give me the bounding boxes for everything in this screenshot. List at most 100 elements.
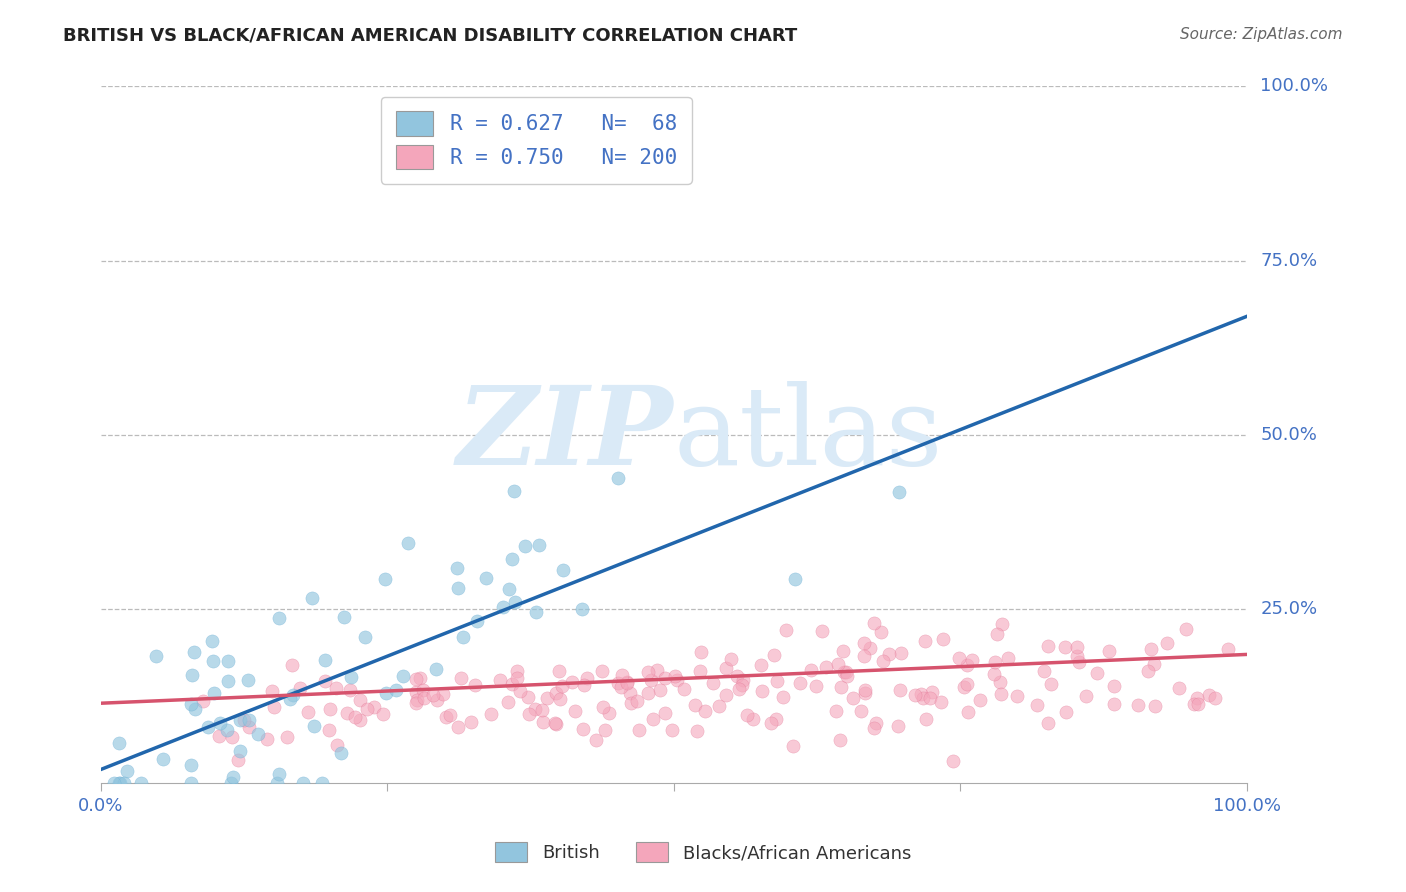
Point [269,767,291,781]
Point [983,666,1005,681]
Point [201,634,224,648]
Point [731,673,754,688]
Point [524,702,547,716]
Point [731,677,754,691]
Point [217,654,239,668]
Point [1054,640,1077,655]
Point [825,704,848,718]
Point [488,673,510,688]
Point [1076,690,1098,704]
Point [616,675,638,690]
Point [828,733,851,747]
Point [276,730,298,744]
Point [266,776,288,790]
Point [103,776,125,790]
Point [304,719,326,733]
Point [515,539,537,553]
Point [319,702,342,716]
Point [108,736,131,750]
Point [517,690,540,705]
Point [406,693,429,707]
Point [501,677,523,691]
Point [988,674,1011,689]
Point [912,690,935,705]
Point [447,720,470,734]
Point [626,694,648,708]
Point [236,673,259,688]
Point [572,722,595,736]
Point [650,683,672,698]
Point [551,680,574,694]
Point [422,688,444,702]
Point [574,678,596,692]
Point [219,776,242,790]
Point [749,658,772,673]
Point [1156,636,1178,650]
Point [832,665,855,679]
Text: 25.0%: 25.0% [1260,600,1317,618]
Point [412,683,434,698]
Point [426,692,449,706]
Point [810,624,832,639]
Point [180,698,202,712]
Point [835,669,858,683]
Point [280,692,302,706]
Point [238,713,260,727]
Point [464,678,486,692]
Point [467,615,489,629]
Point [640,673,662,688]
Point [374,685,396,699]
Point [948,651,970,665]
Text: 100.0%: 100.0% [1260,78,1329,95]
Point [610,680,633,694]
Point [763,648,786,662]
Point [363,699,385,714]
Point [673,681,696,696]
Point [865,716,887,731]
Point [262,684,284,698]
Point [664,669,686,683]
Point [256,732,278,747]
Point [683,698,706,712]
Point [751,684,773,698]
Point [550,692,572,706]
Point [479,706,502,721]
Point [544,717,567,731]
Point [842,690,865,705]
Point [233,714,256,728]
Point [782,739,804,753]
Point [373,707,395,722]
Point [863,616,886,631]
Point [761,716,783,731]
Point [921,685,943,699]
Point [496,695,519,709]
Point [228,713,250,727]
Point [330,746,353,760]
Point [391,669,413,683]
Text: ZIP: ZIP [457,381,673,489]
Point [115,764,138,778]
Point [806,679,828,693]
Point [1187,697,1209,711]
Point [1005,690,1028,704]
Point [641,713,664,727]
Point [343,710,366,724]
Point [772,690,794,705]
Point [814,659,837,673]
Point [1126,698,1149,712]
Point [872,654,894,668]
Text: 75.0%: 75.0% [1260,252,1317,269]
Point [145,648,167,663]
Point [530,703,553,717]
Point [292,776,315,790]
Point [1066,649,1088,664]
Point [800,663,823,677]
Point [956,677,979,691]
Point [356,702,378,716]
Point [983,655,1005,669]
Point [405,672,427,686]
Point [863,721,886,735]
Point [571,601,593,615]
Point [425,663,447,677]
Point [281,658,304,673]
